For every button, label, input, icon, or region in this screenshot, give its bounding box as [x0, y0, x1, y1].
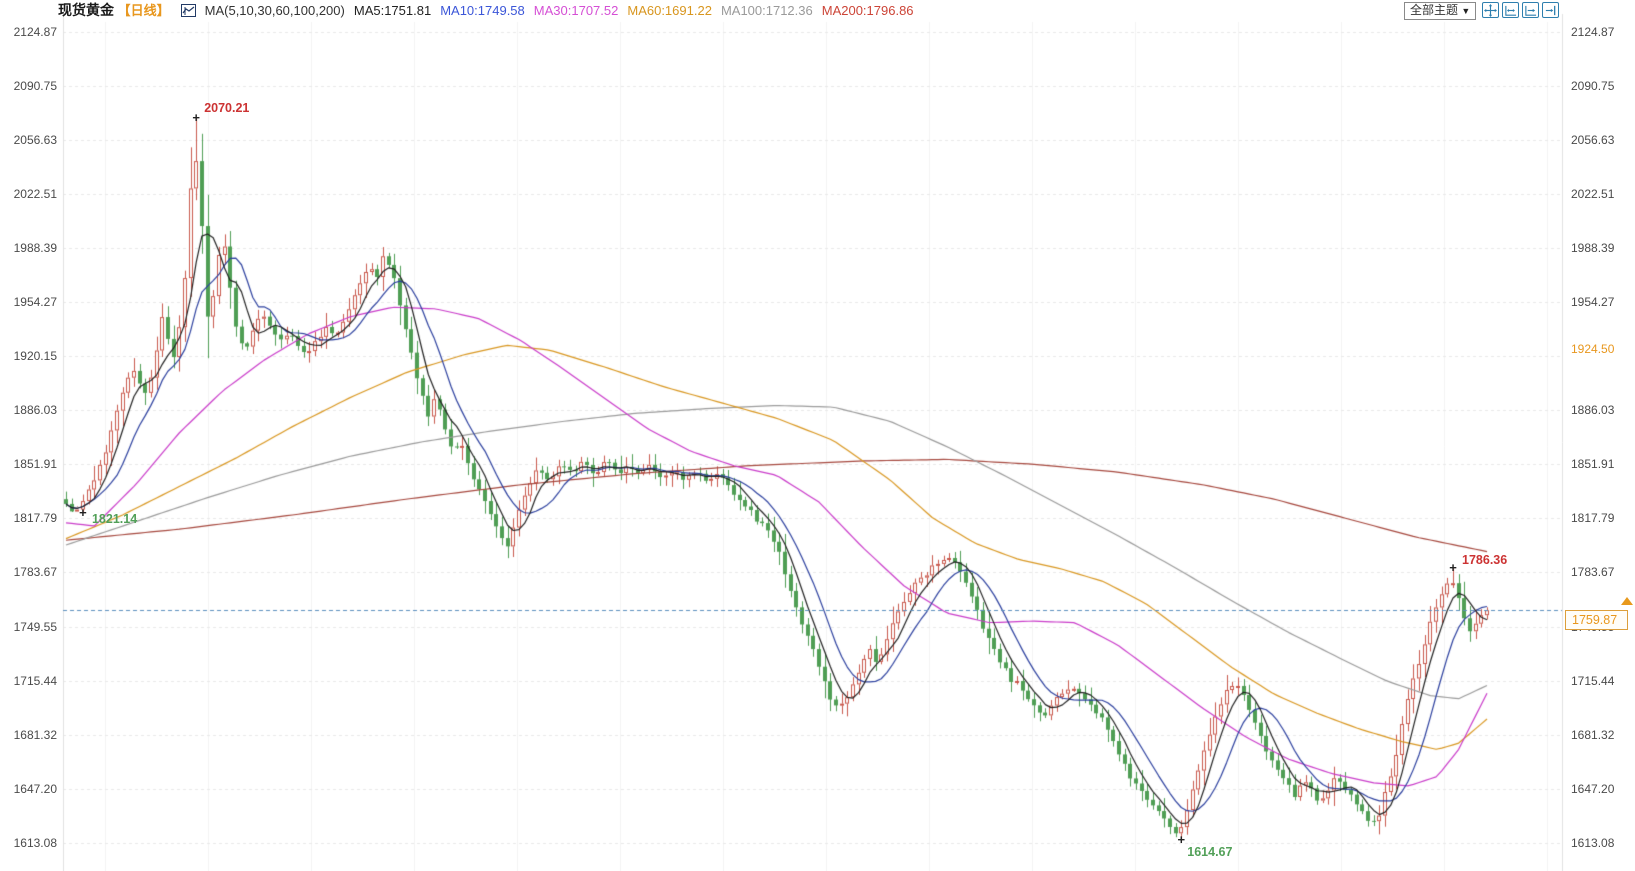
symbol-name: 现货黄金: [58, 2, 114, 18]
y-axis-label-left: 2124.87: [13, 24, 57, 39]
go-latest-icon[interactable]: [1542, 2, 1560, 18]
y-axis-label-right: 2090.75: [1571, 78, 1615, 93]
period-label: 【日线】: [117, 3, 170, 18]
y-axis-label-left: 1954.27: [13, 295, 57, 310]
y-axis-label-left: 1715.44: [13, 673, 57, 688]
y-axis-label-left: 1920.15: [13, 349, 57, 364]
ma60-value: MA60:1691.22: [627, 2, 712, 18]
tick-up-triangle-icon: [1621, 597, 1633, 606]
y-axis-label-right: 1613.08: [1571, 835, 1615, 850]
y-axis-label-right: 1851.91: [1571, 457, 1615, 472]
zoom-horizontal-icon[interactable]: [1502, 2, 1520, 18]
y-axis-label-right: 1886.03: [1571, 403, 1615, 418]
low-1-marker: +: [79, 504, 87, 520]
chevron-down-icon: ▼: [1461, 6, 1471, 16]
y-axis-label-right: 2124.87: [1571, 24, 1615, 39]
y-axis-label-left: 1647.20: [13, 781, 57, 796]
ma200-value: MA200:1796.86: [821, 2, 914, 18]
y-axis-label-right: 1783.67: [1571, 565, 1615, 580]
price-alert-label: 1924.50: [1571, 342, 1615, 357]
y-axis-label-right: 1647.20: [1571, 781, 1615, 796]
high-1-marker: +: [192, 110, 200, 126]
y-axis-label-left: 1783.67: [13, 565, 57, 580]
chart-controls: 全部主题 ▼: [1404, 2, 1560, 20]
high-1-price-annotation: 2070.21: [204, 101, 250, 116]
low-1-price-annotation: 1821.14: [91, 512, 138, 527]
y-axis-label-left: 1851.91: [13, 457, 57, 472]
high-2-price-annotation: 1786.36: [1462, 553, 1508, 568]
y-axis-label-right: 2056.63: [1571, 132, 1615, 147]
y-axis-label-right: 1988.39: [1571, 240, 1615, 255]
theme-dropdown-label: 全部主题: [1410, 3, 1459, 17]
y-axis-label-left: 1886.03: [13, 403, 57, 418]
y-axis-label-right: 2022.51: [1571, 186, 1615, 201]
chart-tool-buttons: [1482, 2, 1560, 18]
pan-right-icon[interactable]: [1522, 2, 1540, 18]
ma100-value: MA100:1712.36: [720, 2, 813, 18]
low-2-marker: +: [1177, 832, 1186, 848]
y-axis-label-left: 2056.63: [13, 132, 57, 147]
ma-group-label: MA(5,10,30,60,100,200): [204, 2, 345, 18]
candlestick-chart-icon: [180, 3, 196, 17]
symbol-title: 现货黄金 【日线】: [58, 0, 170, 20]
y-axis-label-left: 2022.51: [13, 186, 57, 201]
high-2-marker: +: [1449, 560, 1457, 576]
y-axis-label-right: 1817.79: [1571, 511, 1615, 526]
chart-header: 现货黄金 【日线】 MA(5,10,30,60,100,200) MA5:175…: [58, 1, 914, 19]
ma5-value: MA5:1751.81: [353, 2, 432, 18]
ma10-value: MA10:1749.58: [440, 2, 525, 18]
y-axis-label-left: 2090.75: [13, 78, 57, 93]
y-axis-label-left: 1749.55: [13, 619, 57, 634]
y-axis-label-right: 1681.32: [1571, 727, 1615, 742]
pan-icon[interactable]: [1482, 2, 1500, 18]
y-axis-label-right: 1715.44: [1571, 673, 1615, 688]
y-axis-label-left: 1613.08: [13, 835, 57, 850]
y-axis-label-left: 1817.79: [13, 511, 57, 526]
y-axis-label-left: 1681.32: [13, 727, 57, 742]
low-2-price-annotation: 1614.67: [1187, 845, 1233, 860]
current-price-box: 1759.87: [1565, 609, 1628, 630]
theme-dropdown[interactable]: 全部主题 ▼: [1404, 2, 1477, 20]
y-axis-label-right: 1954.27: [1571, 295, 1615, 310]
ma30-value: MA30:1707.52: [533, 2, 619, 18]
y-axis-label-left: 1988.39: [13, 240, 57, 255]
